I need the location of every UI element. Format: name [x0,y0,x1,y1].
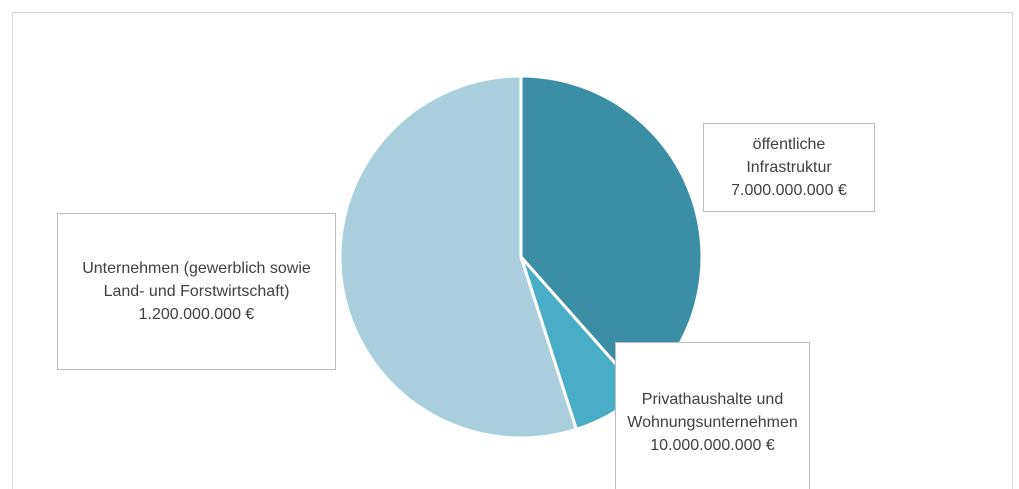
label-value: 1.200.000.000 € [138,306,255,323]
label-value: 7.000.000.000 € [731,182,847,199]
data-label: öffentliche Infrastruktur 7.000.000.000 € [703,123,875,212]
data-label: Privathaushalte und Wohnungsunternehmen 1… [615,342,810,489]
label-name: öffentliche Infrastruktur [746,136,832,176]
label-name: Privathaushalte und Wohnungsunternehmen [627,390,798,431]
pie-slice [338,74,579,440]
data-label: Unternehmen (gewerblich sowie Land- und … [57,213,336,370]
chart-border [12,12,1013,489]
label-value: 10.000.000.000 € [650,436,775,454]
label-name: Unternehmen (gewerblich sowie Land- und … [82,260,311,300]
